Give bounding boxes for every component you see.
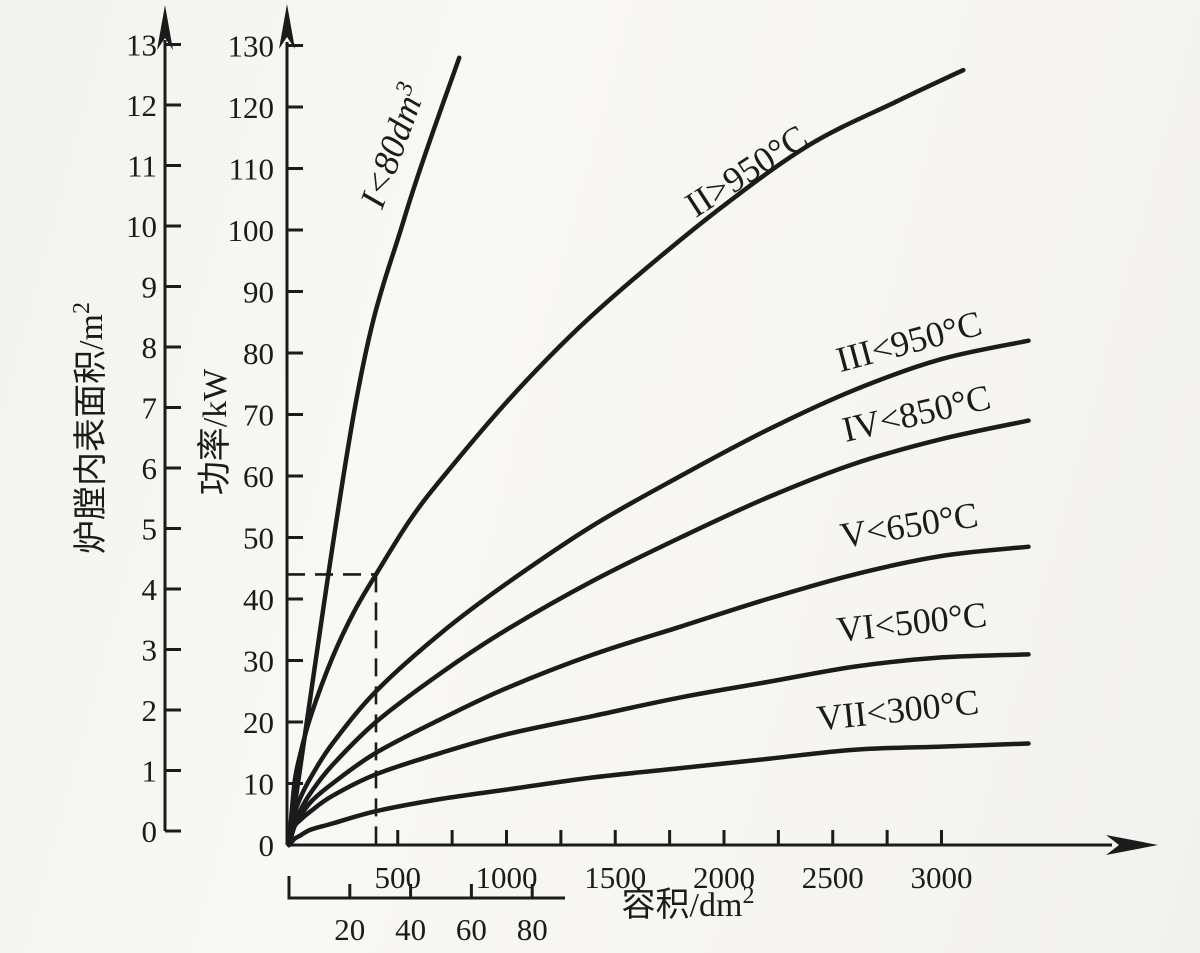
secondary-axis-bracket xyxy=(287,876,565,900)
area-axis-arrowhead xyxy=(157,5,173,50)
power-axis-tick-label: 120 xyxy=(228,90,275,125)
curve-V xyxy=(286,544,1031,848)
curve-label-II: II>950°C xyxy=(678,117,814,225)
curve-VI xyxy=(286,652,1031,848)
curve-III xyxy=(286,338,1031,848)
area-axis-tick-label: 12 xyxy=(126,88,157,123)
area-axis-title: 炉膛内表面积/m2 xyxy=(69,302,110,554)
secondary-axis-ticks: 20 40 60 80 xyxy=(334,884,548,947)
power-axis-tick-label: 30 xyxy=(243,644,274,679)
area-axis-tick-label: 9 xyxy=(142,270,158,305)
area-axis-tick-label: 1 xyxy=(142,754,158,789)
area-axis-tick-label: 11 xyxy=(127,149,157,184)
power-axis-tick-label: 0 xyxy=(259,828,275,863)
power-axis-tick-label: 70 xyxy=(243,398,274,433)
power-axis-tick-label: 10 xyxy=(243,767,274,802)
curve-label-I: I<80dm3 xyxy=(351,78,434,214)
secondary-axis-tick-label: 40 xyxy=(395,912,426,947)
area-axis-tick-label: 5 xyxy=(142,512,158,547)
x-axis-ticks: 500 1000 1500 2000 2500 3000 xyxy=(375,830,973,895)
secondary-axis-tick-label: 20 xyxy=(334,912,365,947)
area-axis-tick-label: 10 xyxy=(126,209,157,244)
area-axis-tick-label: 13 xyxy=(126,28,157,63)
curves xyxy=(286,55,1031,848)
area-axis-tick-label: 2 xyxy=(142,693,158,728)
power-axis-tick-label: 90 xyxy=(243,275,274,310)
power-axis-tick-label: 20 xyxy=(243,705,274,740)
curve-IV xyxy=(286,418,1031,848)
power-axis-arrowhead xyxy=(279,4,295,49)
area-axis-tick-label: 8 xyxy=(142,330,158,365)
x-axis-title: 容积/dm2 xyxy=(622,883,755,924)
area-axis-tick-label: 6 xyxy=(142,451,158,486)
x-axis-tick-label: 1000 xyxy=(476,860,538,895)
area-axis-tick-label: 0 xyxy=(142,814,158,849)
area-axis-tick-label: 3 xyxy=(142,633,158,668)
x-axis-arrowhead xyxy=(1106,835,1158,855)
power-axis-title: 功率/kW xyxy=(196,368,234,495)
x-axis-tick-label: 2500 xyxy=(802,860,864,895)
curve-II xyxy=(286,67,966,848)
curve-I xyxy=(286,55,462,848)
secondary-axis-tick-label: 80 xyxy=(517,912,548,947)
x-axis-tick-label: 3000 xyxy=(911,860,973,895)
power-axis-tick-label: 80 xyxy=(243,336,274,371)
power-axis-tick-label: 50 xyxy=(243,521,274,556)
power-axis-tick-label: 100 xyxy=(228,213,275,248)
x-axis-tick-label: 500 xyxy=(375,860,422,895)
curve-VII xyxy=(286,741,1031,848)
power-axis-tick-label: 110 xyxy=(229,152,274,187)
power-axis-tick-label: 60 xyxy=(243,459,274,494)
curve-label-VII: VII<300°C xyxy=(815,682,981,739)
secondary-axis-tick-label: 60 xyxy=(456,912,487,947)
area-axis-tick-label: 7 xyxy=(142,391,158,426)
power-axis-tick-label: 130 xyxy=(228,29,275,64)
curve-label-V: V<650°C xyxy=(837,495,980,556)
dashed-guide-lines xyxy=(287,573,378,845)
x-axis-tick-label: 2000 xyxy=(693,860,755,895)
power-axis-ticks: 0 10 20 30 40 50 60 70 80 90 100 110 120 130 xyxy=(228,29,303,863)
area-axis-tick-label: 4 xyxy=(142,572,158,607)
x-axis-tick-label: 1500 xyxy=(584,860,646,895)
power-axis-tick-label: 40 xyxy=(243,582,274,617)
curve-label-VI: VI<500°C xyxy=(835,594,989,650)
